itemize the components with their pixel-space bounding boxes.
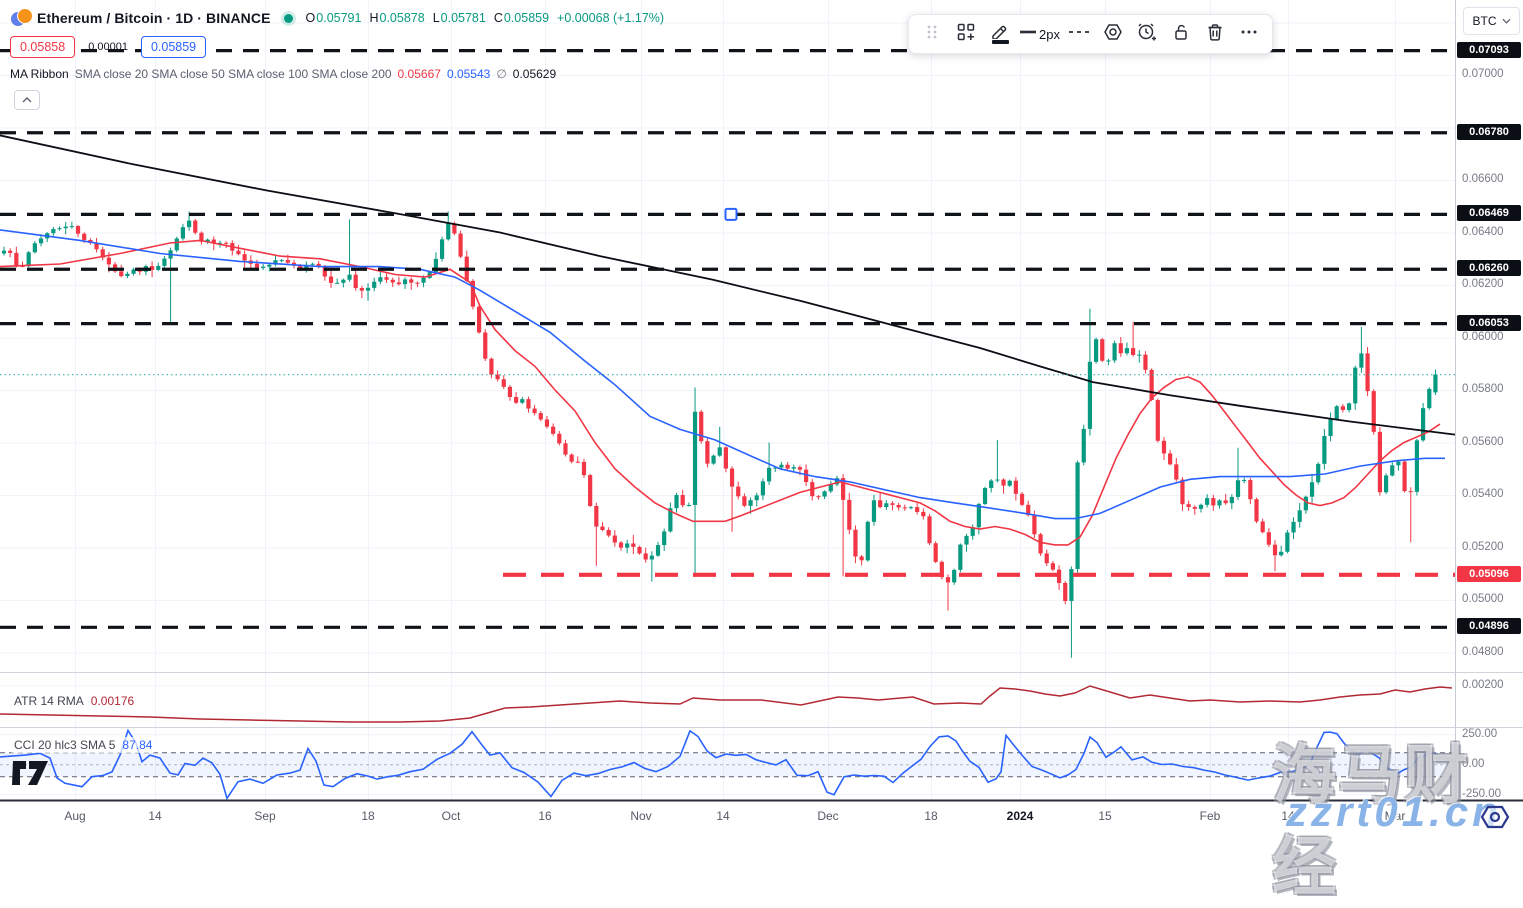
template-grid-button[interactable] <box>951 19 981 49</box>
price-level-badge: 0.04896 <box>1457 618 1521 635</box>
cci-value: 87.84 <box>122 738 153 752</box>
cci-axis-tick[interactable]: 250.00 <box>1462 727 1498 740</box>
chevron-down-icon <box>1501 18 1511 24</box>
time-axis-label[interactable]: 14 <box>716 809 730 823</box>
sma100-empty-value: ∅ <box>496 67 507 81</box>
currency-dropdown[interactable]: BTC <box>1463 7 1520 35</box>
time-axis-label[interactable]: Mar <box>1384 809 1406 823</box>
add-alert-button[interactable] <box>1132 19 1162 49</box>
bid-price-badge[interactable]: 0.05858 <box>10 36 76 58</box>
symbol-header: Ethereum / Bitcoin · 1D · BINANCE O0.057… <box>10 8 664 28</box>
sma200-value: 0.05629 <box>512 67 557 81</box>
drawing-anchor-handle <box>724 207 738 221</box>
price-level-badge: 0.06469 <box>1457 205 1521 222</box>
ma-ribbon-params: SMA close 20 SMA close 50 SMA close 100 … <box>74 67 392 81</box>
cci-label: CCI 20 hlc3 SMA 5 <box>14 738 116 752</box>
line-style-dashed-button[interactable] <box>1064 19 1094 49</box>
spread-value: 0.00001 <box>88 41 128 53</box>
currency-label: BTC <box>1472 14 1497 28</box>
price-axis-tick[interactable]: 0.06000 <box>1462 330 1504 343</box>
ma-ribbon-legend[interactable]: MA Ribbon SMA close 20 SMA close 50 SMA … <box>10 67 556 81</box>
time-axis-label[interactable]: 18 <box>924 809 938 823</box>
chevron-up-icon <box>22 97 32 103</box>
atr-value: 0.00176 <box>90 694 135 708</box>
line-width-icon <box>1019 22 1037 47</box>
price-axis-tick[interactable]: 0.05800 <box>1462 383 1504 395</box>
cci-legend[interactable]: CCI 20 hlc3 SMA 5 87.84 <box>10 737 157 753</box>
atr-legend[interactable]: ATR 14 RMA 0.00176 <box>10 693 139 709</box>
ma-ribbon-title: MA Ribbon <box>10 67 69 81</box>
symbol-title[interactable]: Ethereum / Bitcoin · 1D · BINANCE <box>37 10 271 26</box>
change-value: +0.00068 (+1.17%) <box>557 11 665 25</box>
high-label: H <box>369 11 379 25</box>
price-level-badge: 0.07093 <box>1457 41 1521 58</box>
line-width-button[interactable]: 2px <box>1019 19 1060 49</box>
price-level-badge: 0.06260 <box>1457 260 1521 277</box>
price-axis-tick[interactable]: 0.05000 <box>1462 593 1504 605</box>
legend-collapse-button[interactable] <box>14 90 40 110</box>
price-axis-tick[interactable]: 0.07000 <box>1462 68 1504 80</box>
time-axis-label[interactable]: 14 <box>1281 809 1295 823</box>
time-axis-label[interactable]: 14 <box>148 809 162 823</box>
trash-button[interactable] <box>1200 19 1230 49</box>
pair-logo-icon <box>10 8 33 28</box>
settings-hex-button[interactable] <box>1098 19 1128 49</box>
drag-handle-button[interactable] <box>917 19 947 49</box>
template-grid-icon <box>956 22 976 47</box>
time-axis-label[interactable]: Nov <box>630 809 652 823</box>
price-level-badge: 0.06780 <box>1457 123 1521 140</box>
unlock-icon <box>1171 22 1191 47</box>
close-value: 0.05859 <box>503 11 550 25</box>
time-axis-label[interactable]: Sep <box>254 809 276 823</box>
line-width-value: 2px <box>1039 26 1060 42</box>
price-axis-tick[interactable]: 0.04800 <box>1462 645 1504 658</box>
chart-canvas[interactable] <box>0 0 1523 834</box>
ask-price-badge[interactable]: 0.05859 <box>140 36 207 58</box>
market-status-icon[interactable] <box>283 13 293 23</box>
high-value: 0.05878 <box>379 11 425 25</box>
cci-axis-tick[interactable]: -250.00 <box>1462 787 1502 800</box>
low-label: L <box>432 11 440 25</box>
line-style-dashed-icon <box>1068 22 1090 47</box>
cci-axis-tick[interactable]: 0.00 <box>1462 757 1485 770</box>
ohlc-readout: O0.05791 H0.05878 L0.05781 C0.05859 +0.0… <box>306 11 665 25</box>
price-axis-tick[interactable]: 0.06600 <box>1462 173 1504 185</box>
price-axis-tick[interactable]: 0.05600 <box>1462 435 1504 448</box>
time-axis-label[interactable]: 15 <box>1098 809 1112 823</box>
time-axis-label[interactable]: Aug <box>64 809 86 823</box>
close-label: C <box>493 11 503 25</box>
time-axis-label[interactable]: 16 <box>538 809 552 823</box>
price-axis-tick[interactable]: 0.06200 <box>1462 278 1504 290</box>
sma50-value: 0.05543 <box>446 67 491 81</box>
time-axis-label[interactable]: Dec <box>817 809 839 823</box>
price-level-badge: 0.06053 <box>1457 314 1521 331</box>
unlock-button[interactable] <box>1166 19 1196 49</box>
tradingview-logo-icon[interactable] <box>12 758 50 793</box>
trash-icon <box>1205 22 1225 47</box>
settings-hex-icon <box>1102 22 1124 47</box>
price-axis-tick[interactable]: 0.05200 <box>1462 540 1504 553</box>
price-level-badge: 0.05096 <box>1457 565 1521 582</box>
add-alert-icon <box>1136 22 1158 47</box>
drag-handle-icon <box>925 22 939 47</box>
price-axis-tick[interactable]: 0.05400 <box>1462 488 1504 500</box>
time-axis-label[interactable]: 18 <box>361 809 375 823</box>
time-axis-label[interactable]: 2024 <box>1006 809 1034 823</box>
time-axis-label[interactable]: Oct <box>441 809 461 823</box>
price-axis-tick[interactable]: 0.06400 <box>1462 225 1504 238</box>
more-dots-icon <box>1239 22 1259 47</box>
low-value: 0.05781 <box>440 11 486 25</box>
open-value: 0.05791 <box>316 11 362 25</box>
color-pencil-icon <box>990 24 1010 44</box>
bid-ask-row: 0.05858 0.00001 0.05859 <box>10 36 207 58</box>
atr-label: ATR 14 RMA <box>14 694 84 708</box>
time-axis-label[interactable]: Feb <box>1199 809 1221 823</box>
open-label: O <box>305 11 316 25</box>
drawing-toolbar: 2px <box>908 14 1273 54</box>
color-pencil-button[interactable] <box>985 19 1015 49</box>
more-dots-button[interactable] <box>1234 19 1264 49</box>
atr-axis-tick[interactable]: 0.00200 <box>1462 679 1504 691</box>
sma20-value: 0.05667 <box>397 67 441 81</box>
